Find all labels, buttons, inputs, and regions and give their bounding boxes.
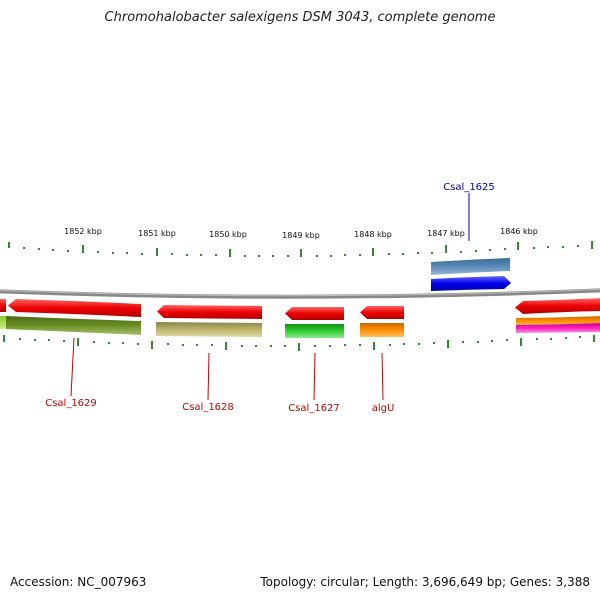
gene-label-csal-1627[interactable]: Csal_1627 bbox=[288, 403, 340, 414]
gene-csal-1629-cog[interactable] bbox=[6, 316, 141, 335]
gene-csal-1625-arrow[interactable] bbox=[431, 276, 511, 291]
scale-label-1852-kbp: 1852 kbp bbox=[64, 227, 102, 236]
gene-algu-arrow[interactable] bbox=[360, 306, 404, 319]
gene-label-csal-1629[interactable]: Csal_1629 bbox=[45, 398, 97, 409]
gene-csal-1627-cog[interactable] bbox=[285, 324, 344, 338]
cog-right-edge-orange-bar bbox=[516, 316, 600, 326]
gene-csal-1625-cog[interactable] bbox=[431, 258, 510, 275]
accession-label: Accession: NC_007963 bbox=[10, 575, 147, 589]
gene-label-csal-1628[interactable]: Csal_1628 bbox=[182, 402, 234, 413]
scale-label-1848-kbp: 1848 kbp bbox=[354, 230, 392, 239]
label-line-algu bbox=[381, 352, 384, 401]
scale-label-1847-kbp: 1847 kbp bbox=[427, 229, 465, 238]
gene-label-algu[interactable]: algU bbox=[372, 403, 395, 414]
cog-right-edge-magenta-bar bbox=[516, 323, 600, 333]
inner-minor-ticks bbox=[19, 336, 581, 347]
outer-minor-ticks bbox=[23, 245, 579, 257]
label-line-csal-1627 bbox=[313, 352, 316, 401]
genome-summary: Topology: circular; Length: 3,696,649 bp… bbox=[260, 575, 590, 589]
scale-label-1850-kbp: 1850 kbp bbox=[209, 230, 247, 239]
gene-label-csal-1625[interactable]: Csal_1625 bbox=[443, 182, 495, 193]
genome-backbone bbox=[0, 288, 600, 299]
outer-ticks bbox=[8, 241, 593, 257]
label-line-csal-1628 bbox=[207, 352, 210, 401]
scale-label-1851-kbp: 1851 kbp bbox=[138, 229, 176, 238]
gene-csal-1628-cog[interactable] bbox=[156, 322, 262, 337]
scale-label-1846-kbp: 1846 kbp bbox=[500, 227, 538, 236]
label-line-csal-1629 bbox=[70, 337, 75, 397]
gene-right-edge-arrow[interactable] bbox=[515, 298, 600, 314]
genome-title: Chromohalobacter salexigens DSM 3043, co… bbox=[104, 10, 496, 25]
scale-label-1849-kbp: 1849 kbp bbox=[282, 231, 320, 240]
inner-ticks bbox=[3, 335, 595, 351]
gene-csal-1627-arrow[interactable] bbox=[285, 307, 344, 320]
gene-csal-1629-arrow[interactable] bbox=[8, 299, 141, 317]
gene-algu-cog[interactable] bbox=[360, 323, 404, 337]
gene-left-edge-arrow[interactable] bbox=[0, 299, 6, 312]
cog-left-edge-bar bbox=[0, 316, 6, 329]
gene-csal-1628-arrow[interactable] bbox=[157, 305, 262, 319]
genome-backbone-highlight bbox=[0, 288, 600, 297]
